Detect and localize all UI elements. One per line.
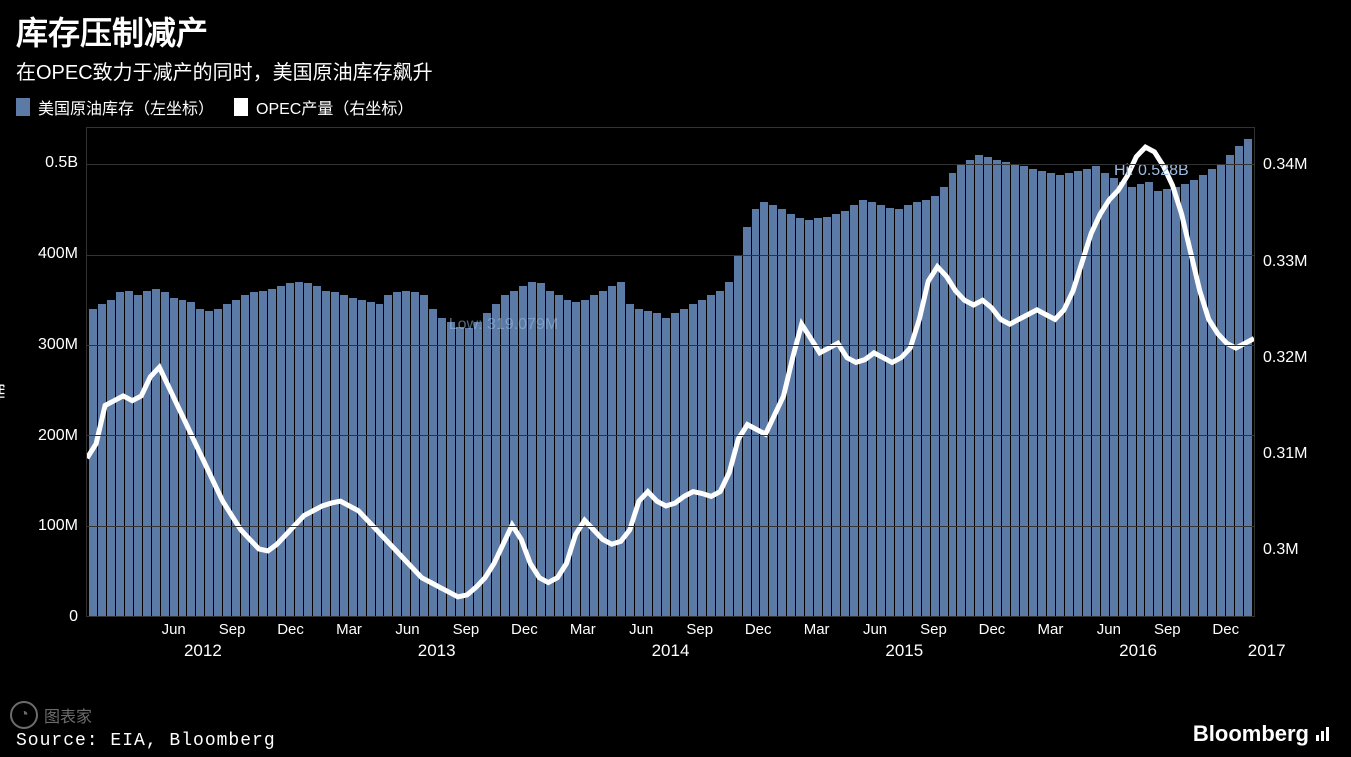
gridline <box>87 164 1254 165</box>
x-year-label: 2015 <box>885 641 923 661</box>
x-month-label: Jun <box>1097 621 1121 638</box>
x-month-label: Sep <box>1154 621 1181 638</box>
legend-label-bars: 美国原油库存（左坐标） <box>38 95 214 119</box>
x-month-label: Dec <box>745 621 772 638</box>
x-year-label: 2013 <box>418 641 456 661</box>
y-right-tick-label: 0.34M <box>1263 156 1335 174</box>
x-month-label: Jun <box>863 621 887 638</box>
y-right-tick-label: 0.3M <box>1263 541 1335 559</box>
x-month-label: Mar <box>570 621 596 638</box>
x-month-label: Sep <box>920 621 947 638</box>
y-right-tick-label: 0.31M <box>1263 445 1335 463</box>
watermark-icon: ◔ <box>10 701 38 729</box>
gridline <box>87 616 1254 617</box>
x-month-label: Sep <box>453 621 480 638</box>
legend-label-line: OPEC产量（右坐标） <box>256 95 413 119</box>
y-left-axis-title: 桶 <box>0 383 9 401</box>
x-year-label: 2014 <box>652 641 690 661</box>
legend-swatch-bars <box>16 98 30 116</box>
y-left-tick-label: 400M <box>16 245 78 263</box>
chart-subtitle: 在OPEC致力于减产的同时，美国原油库存飙升 <box>0 54 1351 91</box>
x-axis-labels: Jun Sep Dec Mar Jun Sep Dec Mar Jun Sep Dec Mar Jun S… <box>86 619 1255 667</box>
brand-icon <box>1315 726 1331 742</box>
gridline <box>87 255 1254 256</box>
x-month-label: Jun <box>395 621 419 638</box>
x-year-label: 2017 <box>1248 641 1286 661</box>
gridline <box>87 526 1254 527</box>
legend-item-line: OPEC产量（右坐标） <box>234 95 413 119</box>
chart-title: 库存压制减产 <box>0 0 1351 54</box>
x-month-label: Dec <box>277 621 304 638</box>
y-left-tick-label: 200M <box>16 427 78 445</box>
x-month-label: Mar <box>1038 621 1064 638</box>
x-month-label: Dec <box>979 621 1006 638</box>
watermark: ◔ 图表家 <box>10 701 92 729</box>
line-series <box>87 128 1254 616</box>
x-month-label: Dec <box>511 621 538 638</box>
y-left-tick-label: 0 <box>16 608 78 626</box>
x-month-label: Mar <box>336 621 362 638</box>
source-text: Source: EIA, Bloomberg <box>16 731 276 751</box>
plot-area: Hi: 0.528B Low: 319.079M <box>86 127 1255 617</box>
annotation-low: Low: 319.079M <box>449 316 558 334</box>
watermark-text: 图表家 <box>44 703 92 727</box>
legend-item-bars: 美国原油库存（左坐标） <box>16 95 214 119</box>
gridline <box>87 345 1254 346</box>
x-month-label: Sep <box>219 621 246 638</box>
x-month-label: Jun <box>629 621 653 638</box>
legend: 美国原油库存（左坐标） OPEC产量（右坐标） <box>0 91 1351 127</box>
chart-area: 桶 桶/天 Hi: 0.528B Low: 319.079M JunSepDec… <box>16 127 1335 667</box>
y-left-tick-label: 0.5B <box>16 154 78 172</box>
x-month-label: Mar <box>804 621 830 638</box>
y-left-tick-label: 100M <box>16 517 78 535</box>
x-month-label: Dec <box>1212 621 1239 638</box>
legend-swatch-line <box>234 98 248 116</box>
brand: Bloomberg <box>1193 721 1331 747</box>
x-year-label: 2012 <box>184 641 222 661</box>
x-month-label: Jun <box>162 621 186 638</box>
y-left-tick-label: 300M <box>16 336 78 354</box>
brand-text: Bloomberg <box>1193 721 1309 747</box>
x-month-label: Sep <box>686 621 713 638</box>
gridline <box>87 435 1254 436</box>
y-right-tick-label: 0.33M <box>1263 253 1335 271</box>
y-right-tick-label: 0.32M <box>1263 349 1335 367</box>
x-year-label: 2016 <box>1119 641 1157 661</box>
